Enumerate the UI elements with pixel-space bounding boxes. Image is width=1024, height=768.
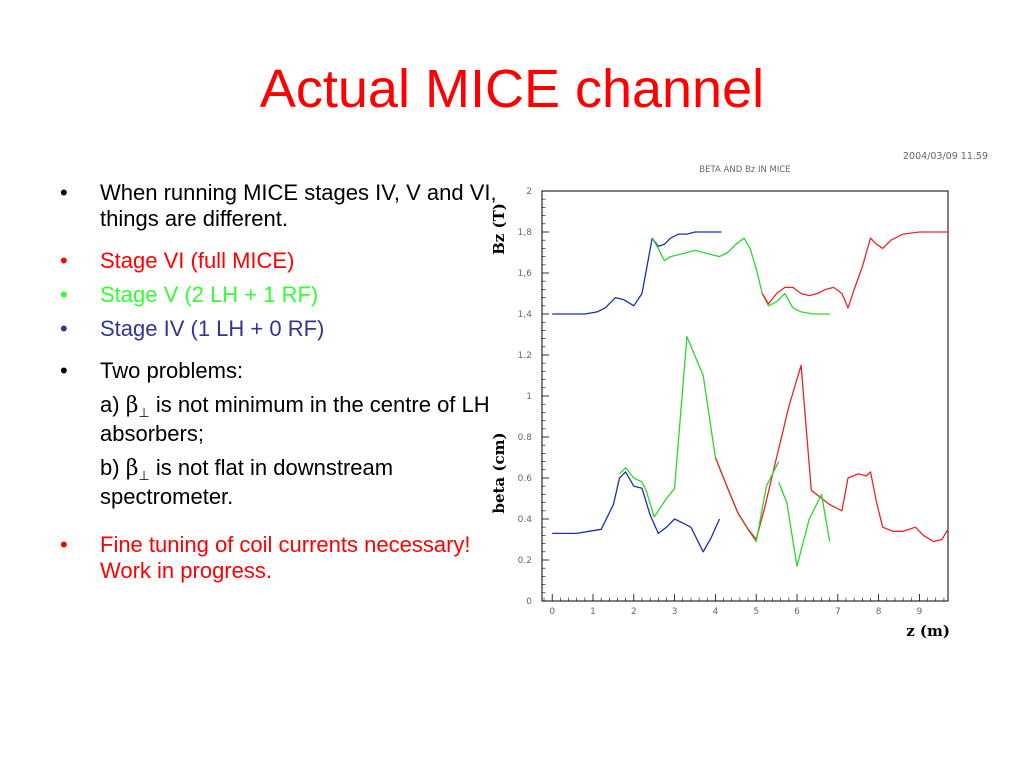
y-axis-label-beta: beta (cm) [490, 432, 508, 513]
bullet-dot: • [60, 282, 68, 307]
problem-item-1: a) β⊥ is not minimum in the centre of LH… [60, 392, 500, 447]
slide-title: Actual MICE channel [259, 59, 765, 119]
y-tick-label: 0.4 [518, 515, 533, 525]
bullet-text: Stage VI (full MICE) [100, 248, 295, 273]
beta-symbol: β [125, 456, 139, 481]
stage_vi-beta-line [714, 457, 757, 540]
y-tick-label: 1,4 [518, 310, 533, 320]
x-tick-label: 8 [876, 607, 882, 617]
y-tick-label: 1 [526, 392, 532, 402]
y-axis-label-bz: Bz (T) [490, 203, 508, 255]
bullet-dot: • [60, 316, 68, 341]
stage_v-beta-line [778, 481, 831, 567]
bullet-item-3: • Stage V (2 LH + 1 RF) [60, 282, 500, 308]
chart-timestamp: 2004/03/09 11.59 [903, 151, 988, 162]
problem-item-2: b) β⊥ is not flat in downstream spectrom… [60, 455, 500, 510]
bullet-dot: • [60, 248, 68, 273]
bullet-dot: • [60, 358, 68, 383]
x-tick-label: 0 [549, 607, 555, 617]
y-tick-label: 1.2 [518, 351, 532, 361]
stage_vi-beta-line [747, 364, 812, 541]
bullet-item-5: • Two problems: [60, 358, 500, 384]
bullet-item-final: • Fine tuning of coil currents necessary!… [60, 532, 500, 584]
problem-text: is not minimum in the centre of LH absor… [100, 392, 490, 446]
stage_vi-bz-line [761, 231, 948, 309]
bullet-item-1: • When running MICE stages IV, V and VI, … [60, 180, 500, 232]
plot-frame [541, 190, 949, 602]
y-tick-label: 1,8 [518, 228, 533, 238]
perp-subscript: ⊥ [138, 468, 150, 483]
bullet-dot: • [60, 532, 68, 557]
x-tick-label: 4 [713, 607, 719, 617]
y-tick-label: 0.8 [518, 433, 533, 443]
stage_v-beta-line [619, 467, 647, 491]
x-tick-label: 7 [835, 607, 841, 617]
y-tick-label: 1,6 [518, 269, 533, 279]
bullet-text: Fine tuning of coil currents necessary! … [100, 532, 471, 583]
bullet-text: When running MICE stages IV, V and VI, t… [100, 180, 497, 231]
y-tick-label: 0.2 [518, 556, 532, 566]
perp-subscript: ⊥ [138, 405, 150, 420]
y-tick-label: 2 [526, 187, 532, 197]
y-tick-label: 0.6 [518, 474, 533, 484]
bullet-text: Two problems: [100, 358, 244, 383]
stage_iv-bz-line [552, 231, 722, 315]
bullet-text: Stage IV (1 LH + 0 RF) [100, 316, 325, 341]
problem-prefix: b) [100, 455, 126, 480]
bullet-dot: • [60, 180, 68, 205]
bullet-text: Stage V (2 LH + 1 RF) [100, 282, 319, 307]
bullet-list: • When running MICE stages IV, V and VI, … [60, 180, 500, 584]
stage_iv-beta-line [552, 471, 721, 553]
x-tick-label: 5 [753, 607, 759, 617]
x-axis-label: z (m) [906, 622, 950, 640]
x-tick-label: 1 [590, 607, 596, 617]
bullet-item-2: • Stage VI (full MICE) [60, 248, 500, 274]
stage_v-bz-line [651, 237, 830, 315]
stage_vi-beta-line [810, 471, 949, 543]
x-tick-label: 9 [917, 607, 923, 617]
x-tick-label: 3 [672, 607, 678, 617]
bullet-item-4: • Stage IV (1 LH + 0 RF) [60, 316, 500, 342]
beta-bz-chart: 0 0.2 0.4 0.6 0.8 1 1.2 1,4 1,6 1,8 2 0 1 2 3 4 5 6 7 8 9 BET… [490, 151, 988, 640]
problem-text: is not flat in downstream spectrometer. [100, 455, 394, 509]
x-tick-label: 6 [794, 607, 800, 617]
problem-prefix: a) [100, 392, 126, 417]
y-tick-label: 0 [526, 597, 532, 607]
chart-title: BETA AND Bz IN MICE [699, 165, 790, 175]
stage_v-beta-line [645, 335, 780, 543]
x-tick-label: 2 [631, 607, 637, 617]
beta-symbol: β [125, 393, 139, 418]
